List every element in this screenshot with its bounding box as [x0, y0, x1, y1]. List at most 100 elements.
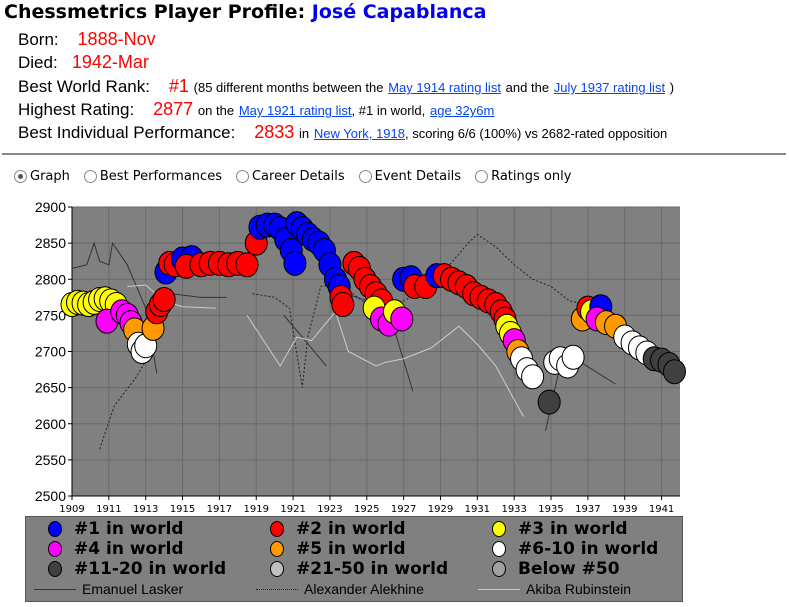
best-perf-text2: , scoring 6/6 (100%) vs 2682-rated oppos…	[404, 126, 668, 141]
view-options: Graph Best Performances Career Details E…	[14, 169, 571, 184]
may-1921-link[interactable]: May 1921 rating list	[238, 103, 352, 118]
legend-label: #11-20 in world	[74, 559, 227, 579]
legend-label: Akiba Rubinstein	[526, 581, 632, 597]
series-line-alexander-alekhine	[99, 351, 152, 450]
x-tick-label: 1941	[649, 504, 674, 515]
legend-dot-icon	[492, 541, 506, 557]
radio-label: Graph	[30, 169, 70, 184]
radio-graph[interactable]: Graph	[14, 169, 70, 184]
legend-item: #3 in world	[492, 519, 628, 539]
legend-item: #6-10 in world	[492, 539, 658, 559]
july-1937-link[interactable]: July 1937 rating list	[553, 80, 666, 95]
radio-circle[interactable]	[358, 170, 372, 183]
rating-point	[283, 250, 307, 276]
legend-label: #2 in world	[296, 519, 406, 539]
legend-label: #21-50 in world	[296, 559, 449, 579]
rating-point	[662, 359, 686, 385]
x-tick-label: 1917	[207, 504, 232, 515]
divider	[2, 153, 786, 155]
y-tick-label: 2500	[35, 488, 66, 504]
series-line-emanuel-lasker	[171, 293, 227, 298]
x-tick-label: 1937	[575, 504, 600, 515]
legend-label: #3 in world	[518, 519, 628, 539]
player-name: José Capablanca	[311, 1, 487, 23]
radio-circle[interactable]	[475, 170, 489, 183]
x-tick-label: 1925	[354, 504, 379, 515]
legend-line-item: Akiba Rubinstein	[478, 581, 631, 597]
highest-text: on the	[197, 103, 235, 118]
best-rank-row: Best World Rank: #1 (85 different months…	[18, 76, 674, 97]
series-line-alexander-alekhine	[252, 233, 588, 388]
x-tick-label: 1927	[391, 504, 416, 515]
best-rank-value: #1	[168, 76, 189, 96]
rating-point	[561, 344, 585, 370]
legend-dot-icon	[492, 561, 506, 577]
radio-label: Best Performances	[99, 169, 222, 184]
legend-dot-icon	[270, 521, 284, 537]
rating-point	[235, 252, 259, 278]
x-tick-label: 1909	[59, 504, 84, 515]
radio-circle[interactable]	[235, 170, 249, 183]
best-perf-value: 2833	[254, 122, 295, 142]
legend-dot-icon	[48, 521, 62, 537]
series-line-emanuel-lasker	[71, 241, 158, 374]
x-tick-label: 1921	[280, 504, 305, 515]
best-rank-text: (85 different months between the	[193, 80, 384, 95]
died-row: Died: 1942-Mar	[18, 52, 149, 73]
x-tick-label: 1923	[317, 504, 342, 515]
legend-line-item: Emanuel Lasker	[34, 581, 183, 597]
legend-item: Below #50	[492, 559, 620, 579]
best-perf-text: in	[299, 126, 310, 141]
legend-dot-icon	[48, 561, 62, 577]
x-tick-label: 1913	[133, 504, 158, 515]
page-title: Chessmetrics Player Profile: José Capabl…	[4, 1, 486, 23]
x-tick-label: 1915	[170, 504, 195, 515]
legend-item: #21-50 in world	[270, 559, 448, 579]
x-tick-label: 1911	[96, 504, 121, 515]
born-label: Born:	[18, 30, 59, 49]
x-tick-label: 1935	[538, 504, 563, 515]
best-perf-label: Best Individual Performance:	[18, 123, 236, 142]
radio-circle[interactable]	[14, 170, 27, 183]
radio-ratings-only[interactable]: Ratings only	[475, 169, 571, 184]
radio-label: Ratings only	[491, 169, 572, 184]
best-rank-text3: )	[669, 80, 675, 95]
legend-dot-icon	[48, 541, 62, 557]
y-tick-label: 2850	[35, 235, 66, 251]
radio-best-performances[interactable]: Best Performances	[83, 169, 222, 184]
legend-line-icon	[34, 588, 76, 590]
y-tick-label: 2700	[35, 344, 66, 360]
legend-label: Emanuel Lasker	[82, 581, 184, 597]
legend-item: #5 in world	[270, 539, 406, 559]
legend-item: #11-20 in world	[48, 559, 226, 579]
rating-chart: 2900 2850 2800 2750 2700 2650 2600 2550 25001909…	[35, 199, 686, 515]
legend-item: #4 in world	[48, 539, 184, 559]
radio-label: Career Details	[251, 169, 345, 184]
rating-point	[152, 286, 176, 312]
legend-item: #1 in world	[48, 519, 184, 539]
legend-label: #1 in world	[74, 519, 184, 539]
radio-circle[interactable]	[83, 170, 97, 183]
y-tick-label: 2800	[35, 271, 66, 287]
legend-label: Below #50	[518, 559, 620, 579]
series-line-akiba-rubinstein	[246, 310, 524, 417]
y-tick-label: 2550	[35, 452, 66, 468]
radio-career-details[interactable]: Career Details	[235, 169, 345, 184]
x-tick-label: 1939	[612, 504, 637, 515]
age-link[interactable]: age 32y6m	[429, 103, 495, 118]
legend-label: Alexander Alekhine	[304, 581, 424, 597]
may-1914-link[interactable]: May 1914 rating list	[388, 80, 501, 95]
radio-event-details[interactable]: Event Details	[358, 169, 461, 184]
y-tick-label: 2600	[35, 416, 66, 432]
legend-label: #6-10 in world	[518, 539, 659, 559]
legend-dot-icon	[492, 521, 506, 537]
x-tick-label: 1929	[428, 504, 453, 515]
series-line-emanuel-lasker	[283, 315, 327, 367]
best-perf-row: Best Individual Performance: 2833 in New…	[18, 122, 667, 143]
new-york-1918-link[interactable]: New York, 1918	[313, 126, 405, 141]
born-row: Born: 1888-Nov	[18, 29, 156, 50]
legend-line-item: Alexander Alekhine	[256, 581, 424, 597]
rating-point	[521, 364, 545, 390]
rating-point	[331, 292, 355, 318]
rating-point	[537, 389, 561, 415]
